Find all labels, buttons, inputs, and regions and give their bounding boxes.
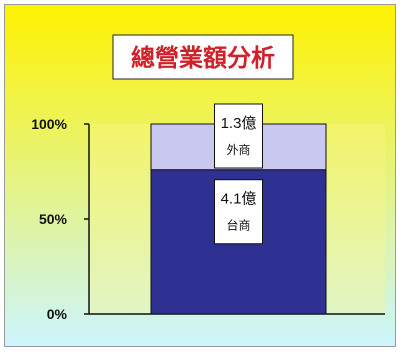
data-label-box-2	[214, 103, 263, 169]
data-label-value-2: 1.3億	[221, 115, 257, 132]
y-tick-label: 100%	[31, 116, 67, 132]
data-label-series-2: 外商	[226, 142, 250, 157]
chart-title-box	[112, 34, 294, 80]
chart-frame: 總營業額分析 0% 50% 100% 4.1億台商 1.3億外商	[4, 4, 396, 347]
y-tick-label: 50%	[39, 211, 68, 227]
data-label-value-1: 4.1億	[221, 191, 257, 208]
y-tick-label: 0%	[47, 306, 68, 322]
data-label-box-1	[214, 179, 263, 245]
y-axis-ticks: 0% 50% 100%	[31, 116, 89, 322]
chart-title: 總營業額分析	[131, 44, 275, 72]
data-label-series-1: 台商	[226, 218, 250, 233]
